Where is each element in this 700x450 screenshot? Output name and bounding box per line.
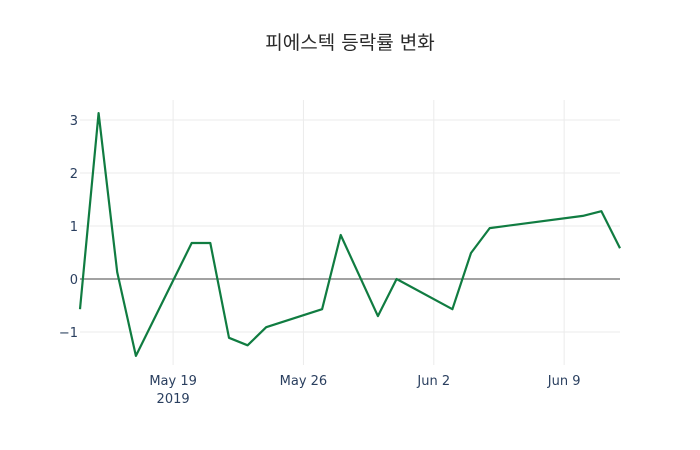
grid-lines	[80, 100, 620, 365]
series-line	[78, 112, 621, 357]
chart-title: 피에스텍 등락률 변화	[265, 32, 435, 54]
y-tick-label: −1	[59, 326, 78, 341]
x-tick-label: May 19	[149, 374, 197, 389]
y-axis-tick-labels: −1 0 1 2 3	[59, 114, 78, 341]
x-tick-year-label: 2019	[157, 392, 190, 407]
y-tick-label: 1	[70, 220, 78, 235]
x-axis-tick-labels: May 19 2019 May 26 Jun 2 Jun 9	[149, 374, 580, 407]
x-tick-label: Jun 2	[416, 374, 450, 389]
y-tick-label: 2	[70, 167, 78, 182]
x-tick-label: Jun 9	[547, 374, 581, 389]
y-tick-label: 0	[70, 273, 78, 288]
y-tick-label: 3	[70, 114, 78, 129]
x-tick-label: May 26	[280, 374, 328, 389]
